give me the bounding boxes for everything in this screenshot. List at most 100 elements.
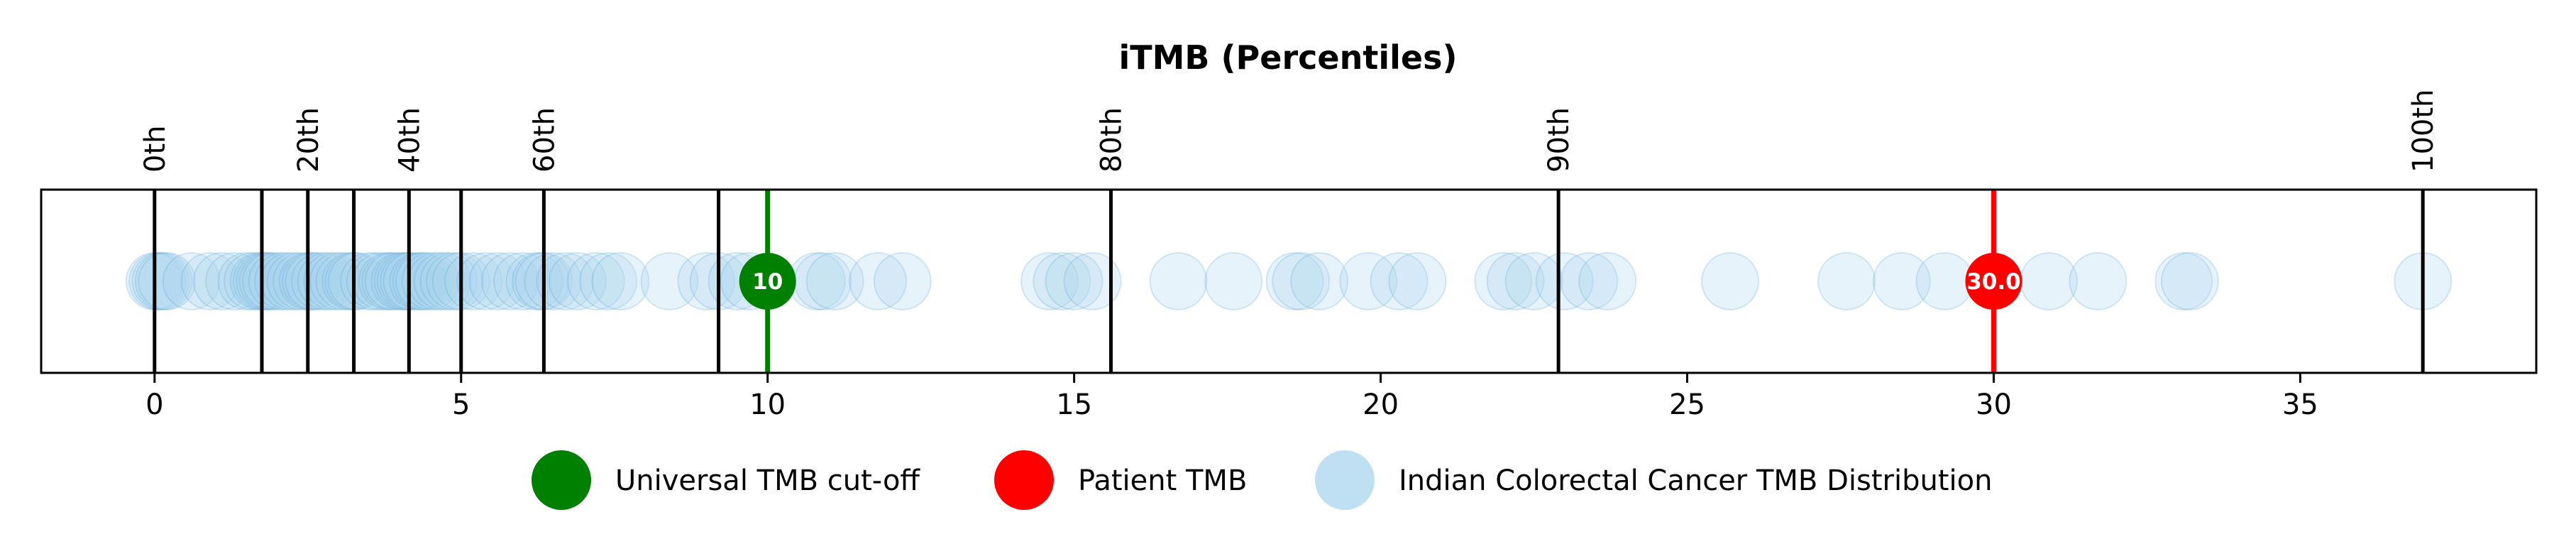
distribution-point [1370,252,1429,310]
legend-marker [994,450,1054,510]
x-tick-label: 30 [1976,388,2012,421]
distribution-point [389,252,448,310]
distribution-point [873,252,932,310]
patient-value-label: 30.0 [1966,269,2021,295]
chart-title: iTMB (Percentiles) [1119,38,1458,77]
distribution-point [2154,252,2213,310]
x-tick-label: 20 [1363,388,1399,421]
percentile-label: 20th [292,107,325,173]
distribution-point [1535,252,1594,310]
distribution-point [192,252,251,310]
distribution-point [524,252,583,310]
distribution-point [373,252,432,310]
distribution-point [358,252,417,310]
distribution-point [1388,252,1447,310]
distribution-point [413,252,472,310]
distribution-point [315,252,374,310]
distribution-point [327,252,386,310]
distribution-point [392,252,451,310]
reference-markers: 10 30.0 [739,190,2022,373]
distribution-point [419,252,478,310]
distribution-point [266,252,325,310]
patient-point [1965,253,2022,310]
distribution-point [1063,252,1122,310]
distribution-point [401,252,460,310]
distribution-point [238,252,297,310]
x-tick-label: 0 [145,388,163,421]
distribution-point [1915,252,1974,310]
distribution-layer [125,252,2453,310]
x-tick-label: 5 [452,388,470,421]
cutoff-value-label: 10 [752,269,783,295]
distribution-point [1045,252,1103,310]
distribution-point [2020,252,2079,310]
distribution-point [505,252,564,310]
percentile-label: 100th [2407,89,2440,173]
distribution-point [254,252,313,310]
distribution-point [1033,252,1091,310]
distribution-point [536,252,595,310]
legend-marker [532,450,591,510]
distribution-point [640,252,699,310]
x-tick-label: 15 [1056,388,1092,421]
x-tick-label: 35 [2282,388,2318,421]
legend-marker [1315,450,1375,510]
distribution-point [1149,252,1208,310]
distribution-point [1272,252,1331,310]
legend-label: Indian Colorectal Cancer TMB Distributio… [1399,464,1992,497]
distribution-point [468,252,527,310]
distribution-point [2160,252,2219,310]
distribution-point [131,252,190,310]
distribution-point [512,252,571,310]
distribution-point [1020,252,1079,310]
distribution-point [677,252,736,310]
distribution-point [1817,252,1876,310]
distribution-point [444,252,502,310]
distribution-point [346,252,404,310]
distribution-point [1872,252,1931,310]
legend: Universal TMB cut-off Patient TMB Indian C… [532,450,1992,510]
distribution-point [548,252,607,310]
distribution-point [236,252,295,310]
distribution-point [291,252,350,310]
x-axis: 0 5 10 15 20 25 30 35 [145,373,2318,421]
percentile-markers: 0th 20th 40th 60th 80th 90th 100th [139,89,2440,373]
distribution-point [426,252,485,310]
cutoff-point [739,253,796,310]
distribution-point [377,252,435,310]
distribution-point [480,252,539,310]
x-tick-label: 10 [749,388,786,421]
percentile-label: 80th [1095,107,1128,173]
distribution-point [849,252,908,310]
distribution-point [1578,252,1637,310]
distribution-point [2069,252,2128,310]
distribution-point [180,252,239,310]
distribution-point [1486,252,1545,310]
distribution-point [282,252,341,310]
distribution-point [229,252,288,310]
distribution-point [134,252,193,310]
distribution-point [1339,252,1398,310]
percentile-label: 90th [1543,107,1575,173]
distribution-point [579,252,638,310]
distribution-point [128,252,187,310]
x-tick-label: 25 [1669,388,1705,421]
distribution-point [242,252,300,310]
distribution-point [361,252,420,310]
distribution-point [1265,252,1324,310]
distribution-point [382,252,441,310]
distribution-point [493,252,552,310]
distribution-point [805,252,864,310]
distribution-point [1474,252,1533,310]
legend-label: Patient TMB [1078,464,1247,497]
distribution-point [1204,252,1263,310]
distribution-point [303,252,362,310]
distribution-point [1701,252,1759,310]
distribution-point [1504,252,1563,310]
distribution-point [370,252,429,310]
distribution-point [1560,252,1619,310]
distribution-point [162,252,221,310]
plot-frame [40,188,2538,374]
percentile-label: 0th [139,126,172,173]
